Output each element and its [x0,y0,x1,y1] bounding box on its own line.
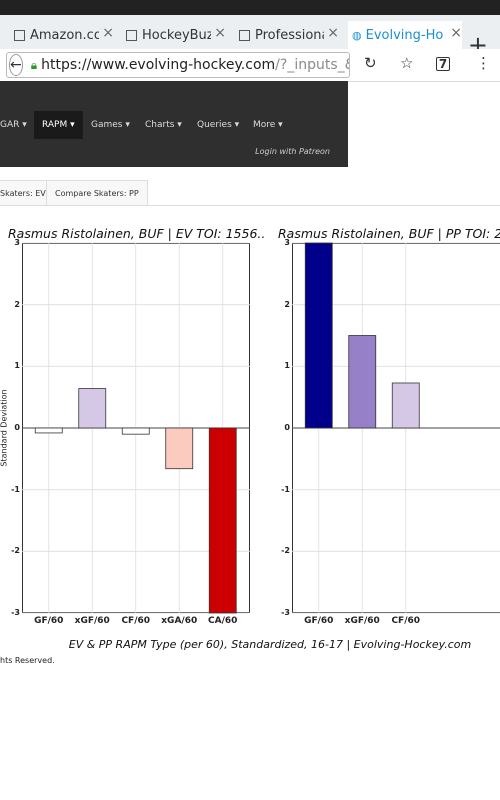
menu-icon[interactable]: ⋮ [476,54,491,72]
x-tick-label: CA/60 [208,616,238,626]
nav-more[interactable]: More ▾ [253,120,283,130]
close-tab-icon[interactable]: × [211,25,226,41]
y-tick-label: -2 [11,546,20,556]
nav-rapm[interactable]: RAPM ▾ [34,111,83,139]
y-tick-label: 1 [14,361,20,371]
nav-games[interactable]: Games ▾ [91,120,130,130]
x-tick-label: CF/60 [391,616,421,626]
url-text[interactable]: https://www.evolving-hockey.com/?_inputs… [41,57,349,73]
browser-tab-strip: Amazon.com × HockeyBuzz × Professional ×… [0,15,500,57]
close-tab-icon[interactable]: × [324,25,339,41]
x-tick-label: CF/60 [121,616,151,626]
nav-charts[interactable]: Charts ▾ [145,120,182,130]
y-tick-label: -3 [281,608,290,617]
page-icon [239,29,250,41]
tab-label: Professional [255,27,334,43]
tab-amazon[interactable]: Amazon.com × [14,21,114,49]
y-tick-label: 3 [284,238,290,247]
close-tab-icon[interactable]: × [99,25,114,41]
bar-pp-gf-60 [304,242,333,429]
nav-queries[interactable]: Queries ▾ [197,120,240,130]
y-tick-label: 1 [284,361,290,371]
lock-icon: 🔒︎ [30,57,38,72]
page-icon [126,29,137,41]
url-path: /?_inputs_&d [275,57,349,73]
bar-ev-xga-60 [165,427,194,470]
tab-label: HockeyBuzz [142,27,221,43]
x-tick-label: xGF/60 [344,616,380,626]
globe-icon: ◍ [352,28,362,42]
tab-label: Amazon.com [30,27,114,43]
status-bar [0,0,500,15]
subtab-skaters-ev[interactable]: Skaters: EV [0,180,55,205]
chart-title-pp: Rasmus Ristolainen, BUF | PP TOI: 2 [278,226,500,241]
y-tick-label: 2 [14,299,20,309]
y-tick-label: -3 [11,608,20,617]
x-tick-label: xGA/60 [161,616,198,626]
bar-pp-cf-60 [391,382,420,429]
x-tick-label: GF/60 [34,616,64,626]
bookmark-star-icon[interactable]: ☆ [400,54,414,72]
x-tick-label: xGF/60 [74,616,110,626]
y-tick-label: -1 [11,484,20,494]
url-host: https://www.evolving-hockey.com [41,57,276,73]
tab-switcher-icon[interactable]: 7 [436,57,450,71]
tab-evolving-hockey[interactable]: ◍ Evolving-Ho × [348,21,462,49]
subtab-compare-skaters-pp[interactable]: Compare Skaters: PP [46,180,148,205]
chart-title-ev: Rasmus Ristolainen, BUF | EV TOI: 1556.. [8,226,264,241]
y-tick-label: 3 [14,238,20,247]
y-tick-label: 0 [284,423,290,432]
chart-caption: EV & PP RAPM Type (per 60), Standardized… [68,638,472,651]
close-tab-icon[interactable]: × [447,25,462,41]
y-tick-label: 2 [284,299,290,309]
tab-hockeybuzz[interactable]: HockeyBuzz × [126,21,226,49]
address-bar[interactable]: ← 🔒︎ https://www.evolving-hockey.com/?_i… [6,52,350,78]
bar-ev-xgf-60 [78,388,107,429]
y-tick-label: 0 [14,423,20,432]
nav-gar[interactable]: GAR ▾ [0,120,27,130]
reload-icon[interactable]: ↻ [364,54,377,72]
bar-ev-cf-60 [121,427,150,435]
x-tick-label: GF/60 [304,616,334,626]
tab-professional[interactable]: Professional × [239,21,339,49]
site-navbar: GAR ▾ RAPM ▾ Games ▾ Charts ▾ Queries ▾ … [0,81,348,167]
subtab-bar: Skaters: EV Compare Skaters: PP [0,180,500,206]
y-tick-label: -2 [281,546,290,556]
bar-ev-ca-60 [208,427,237,614]
login-patreon-link[interactable]: Login with Patreon [255,147,330,156]
y-tick-label: -1 [281,484,290,494]
bar-pp-xgf-60 [348,335,377,429]
bar-ev-gf-60 [34,427,63,434]
tab-label: Evolving-Ho [365,27,444,43]
page-icon [14,29,25,41]
browser-toolbar: ← 🔒︎ https://www.evolving-hockey.com/?_i… [0,49,500,82]
copyright-footer: hts Reserved. [0,656,55,665]
back-icon[interactable]: ← [9,54,23,76]
